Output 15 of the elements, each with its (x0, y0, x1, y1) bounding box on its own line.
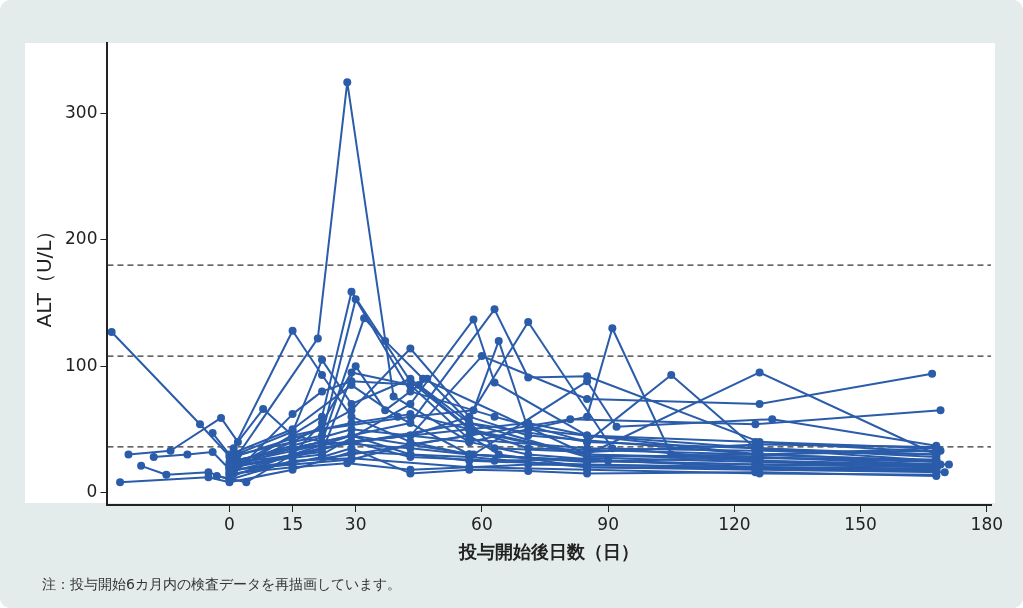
x-tick-label: 150 (844, 513, 877, 534)
x-tick-label: 180 (970, 513, 1004, 534)
x-tick-label: 0 (224, 513, 235, 534)
y-tick-label: 0 (86, 480, 98, 501)
x-tick-label: 15 (281, 513, 304, 534)
x-axis-title: 投与開始後日数（日） (458, 540, 640, 562)
x-tick-label: 120 (718, 513, 751, 534)
x-tick-label: 60 (471, 513, 493, 534)
y-tick-label: 300 (64, 102, 98, 123)
y-axis-title: ALT（U/L） (32, 220, 57, 328)
y-tick-label: 200 (64, 228, 98, 249)
x-tick-label: 30 (344, 513, 367, 534)
x-tick-label: 90 (597, 513, 619, 534)
text: 注：投与開始6カ月内の検査データを再描画しています。 (42, 576, 401, 594)
y-tick-label: 100 (64, 354, 98, 375)
